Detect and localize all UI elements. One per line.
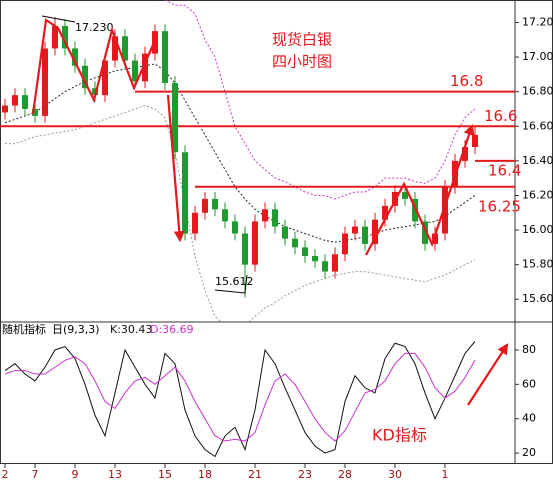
candle-body — [432, 233, 438, 244]
candle-body — [242, 233, 248, 265]
candle-body — [42, 48, 48, 116]
candle-body — [2, 105, 8, 113]
y-tick-label: 80 — [522, 343, 536, 356]
arrow — [166, 94, 185, 243]
y-tick-label: 16.40 — [522, 154, 553, 167]
x-tick-label: 2 — [2, 468, 9, 481]
candle-body — [272, 209, 278, 227]
candle-body — [142, 53, 148, 82]
candle-body — [172, 83, 178, 153]
legend-entry: K:30.43 — [110, 323, 152, 336]
x-tick-label: 1 — [442, 468, 449, 481]
y-tick-label: 16.60 — [522, 119, 553, 132]
x-tick-label: 9 — [72, 468, 79, 481]
y-tick-label: 20 — [522, 446, 536, 459]
x-tick-label: 13 — [108, 468, 122, 481]
candle-body — [352, 226, 358, 234]
candle-body — [162, 31, 168, 84]
arrow — [31, 18, 159, 115]
level-label: 16.25 — [478, 197, 521, 215]
candle-body — [252, 221, 258, 265]
candle-body — [332, 254, 338, 272]
y-tick-label: 15.80 — [522, 258, 553, 271]
candle-body — [472, 134, 478, 148]
x-tick-label: 30 — [388, 468, 402, 481]
x-tick-label: 18 — [198, 468, 212, 481]
candle-body — [12, 95, 18, 106]
y-tick-label: 16.80 — [522, 85, 553, 98]
candle-body — [232, 221, 238, 234]
pointer — [214, 274, 248, 294]
y-tick-label: 17.20 — [522, 15, 553, 28]
panel-title: 随机指标 — [2, 322, 46, 336]
candle-body — [122, 36, 128, 61]
kd-plot — [4, 341, 476, 458]
x-tick-label: 21 — [248, 468, 262, 481]
candle-body — [442, 186, 448, 234]
x-tick-label: 23 — [298, 468, 312, 481]
candle-body — [32, 108, 38, 116]
candle-body — [112, 36, 118, 61]
kd-line — [4, 352, 476, 442]
candle-body — [72, 48, 78, 66]
annotation: 15.612 — [215, 275, 254, 288]
candle-body — [362, 226, 368, 244]
candle-body — [132, 60, 138, 82]
level-label: 16.8 — [450, 72, 483, 90]
trend-arrows — [31, 15, 509, 406]
annotation: KD指标 — [372, 426, 427, 445]
candle-body — [62, 25, 68, 49]
candle-body — [322, 261, 328, 272]
candle-body — [82, 65, 88, 89]
x-tick-label: 28 — [338, 468, 352, 481]
candle-body — [382, 205, 388, 220]
candle-body — [292, 238, 298, 248]
y-tick-label: 17.00 — [522, 50, 553, 63]
candle-body — [222, 209, 228, 222]
candle-body — [182, 152, 188, 234]
bollinger-band — [5, 104, 476, 322]
annotation: 四小时图 — [272, 53, 332, 71]
pointer — [41, 15, 76, 23]
panel-params: 日(9,3,3) — [52, 323, 100, 336]
candle-body — [372, 219, 378, 244]
level-label: 16.6 — [484, 107, 517, 125]
y-tick-label: 16.20 — [522, 188, 553, 201]
y-tick-label: 16.00 — [522, 223, 553, 236]
price-plot — [0, 0, 515, 322]
candle-body — [342, 233, 348, 255]
arrow — [467, 343, 509, 406]
candle-body — [422, 221, 428, 244]
annotation: 现货白银 — [272, 31, 332, 49]
labels: 15.60 15.80 16.00 16.20 16.40 16.60 16.80 17.00… — [2, 15, 553, 481]
annotation: 17.230 — [75, 21, 114, 34]
candle-body — [302, 247, 308, 256]
candle-body — [262, 209, 268, 222]
level-label: 16.4 — [488, 161, 521, 179]
candle-body — [92, 88, 98, 96]
candle-body — [212, 198, 218, 210]
x-tick-label: 7 — [32, 468, 39, 481]
arrow — [365, 123, 475, 256]
candle-body — [462, 147, 468, 161]
candle-body — [52, 25, 58, 49]
y-tick-label: 60 — [522, 377, 536, 390]
candle-body — [102, 60, 108, 96]
candle-body — [402, 192, 408, 199]
candle-body — [22, 95, 28, 109]
legend-entry: D:36.69 — [150, 323, 194, 336]
bollinger-band — [164, 0, 476, 200]
candle-body — [192, 212, 198, 234]
y-tick-label: 40 — [522, 412, 536, 425]
y-tick-label: 15.60 — [522, 292, 553, 305]
x-tick-label: 15 — [158, 468, 172, 481]
candle-body — [282, 226, 288, 239]
kd-line — [4, 341, 476, 458]
candle-body — [312, 256, 318, 262]
candle-body — [202, 198, 208, 213]
